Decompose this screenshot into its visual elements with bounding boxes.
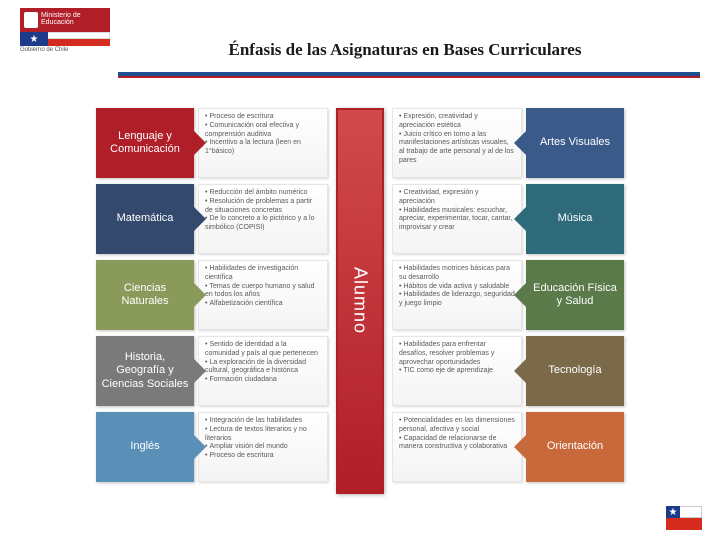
bullet-item: Habilidades musicales: escuchar, aprecia… — [399, 207, 515, 233]
subject-box: Educación Física y Salud — [526, 260, 624, 330]
bullet-item: Habilidades para enfrentar desafíos, res… — [399, 341, 515, 367]
subject-box: Inglés — [96, 412, 194, 482]
bullet-item: Proceso de escritura — [205, 452, 321, 461]
bullet-box: Habilidades para enfrentar desafíos, res… — [392, 336, 522, 406]
title-underline — [118, 72, 700, 78]
bullet-item: Habilidades de investigación científica — [205, 265, 321, 283]
bullet-box: Sentido de identidad a la comunidad y pa… — [198, 336, 328, 406]
subject-box: Historia, Geografía y Ciencias Sociales — [96, 336, 194, 406]
diagram: Lenguaje y ComunicaciónMatemáticaCiencia… — [0, 108, 720, 494]
bullet-item: Temas de cuerpo humano y salud en todos … — [205, 283, 321, 301]
subject-box: Tecnología — [526, 336, 624, 406]
gov-label: Gobierno de Chile — [20, 46, 110, 54]
bullet-box: Integración de las habilidadesLectura de… — [198, 412, 328, 482]
bullet-item: Habilidades de liderazgo, seguridad y ju… — [399, 291, 515, 309]
flag-star-icon: ★ — [20, 32, 48, 46]
bullet-item: De lo concreto a lo pictórico y a lo sim… — [205, 215, 321, 233]
bullet-item: Ampliar visión del mundo — [205, 443, 321, 452]
ministry-logo: Ministerio de Educación ★ Gobierno de Ch… — [20, 8, 110, 68]
bullet-item: Incentivo a la lectura (leen en 1°básico… — [205, 139, 321, 157]
bullet-item: Sentido de identidad a la comunidad y pa… — [205, 341, 321, 359]
bullet-box: Habilidades motrices básicas para su des… — [392, 260, 522, 330]
subject-box: Matemática — [96, 184, 194, 254]
bullet-box: Reducción del ámbito numéricoResolución … — [198, 184, 328, 254]
bullet-item: Reducción del ámbito numérico — [205, 189, 321, 198]
ministry-line2: Educación — [41, 19, 81, 26]
subject-box: Orientación — [526, 412, 624, 482]
center-label: Alumno — [350, 267, 371, 334]
bullet-item: Potencialidades en las dimensiones perso… — [399, 417, 515, 435]
header: Ministerio de Educación ★ Gobierno de Ch… — [0, 0, 720, 68]
bullet-item: Proceso de escritura — [205, 113, 321, 122]
bullet-item: Integración de las habilidades — [205, 417, 321, 426]
right-bullets-column: Expresión, creatividad y apreciación est… — [392, 108, 522, 482]
shield-icon — [24, 12, 38, 28]
bullet-item: TIC como eje de aprendizaje — [399, 367, 515, 376]
left-bullets-column: Proceso de escrituraComunicación oral ef… — [198, 108, 328, 482]
subject-box: Artes Visuales — [526, 108, 624, 178]
bullet-box: Habilidades de investigación científicaT… — [198, 260, 328, 330]
bullet-item: Formación ciudadana — [205, 376, 321, 385]
subject-box: Música — [526, 184, 624, 254]
bullet-box: Potencialidades en las dimensiones perso… — [392, 412, 522, 482]
bullet-item: Resolución de problemas a partir de situ… — [205, 198, 321, 216]
bullet-item: Capacidad de relacionarse de manera cons… — [399, 435, 515, 453]
bullet-box: Creatividad, expresión y apreciaciónHabi… — [392, 184, 522, 254]
right-subjects-column: Artes VisualesMúsicaEducación Física y S… — [526, 108, 624, 482]
bullet-item: Comunicación oral efectiva y comprensión… — [205, 122, 321, 140]
bullet-item: La exploración de la diversidad cultural… — [205, 359, 321, 377]
bullet-item: Juicio crítico en torno a las manifestac… — [399, 131, 515, 166]
bullet-item: Habilidades motrices básicas para su des… — [399, 265, 515, 283]
left-subjects-column: Lenguaje y ComunicaciónMatemáticaCiencia… — [96, 108, 194, 482]
bullet-item: Alfabetización científica — [205, 300, 321, 309]
ministry-line1: Ministerio de — [41, 12, 81, 19]
subject-box: Lenguaje y Comunicación — [96, 108, 194, 178]
bullet-item: Creatividad, expresión y apreciación — [399, 189, 515, 207]
footer-flag-icon: ★ — [666, 506, 702, 530]
bullet-box: Proceso de escrituraComunicación oral ef… — [198, 108, 328, 178]
bullet-item: Hábitos de vida activa y saludable — [399, 283, 515, 292]
center-column: Alumno — [336, 108, 384, 494]
bullet-item: Lectura de textos literarios y no litera… — [205, 426, 321, 444]
bullet-item: Expresión, creatividad y apreciación est… — [399, 113, 515, 131]
subject-box: Ciencias Naturales — [96, 260, 194, 330]
bullet-box: Expresión, creatividad y apreciación est… — [392, 108, 522, 178]
page-title: Énfasis de las Asignaturas en Bases Curr… — [110, 16, 700, 60]
